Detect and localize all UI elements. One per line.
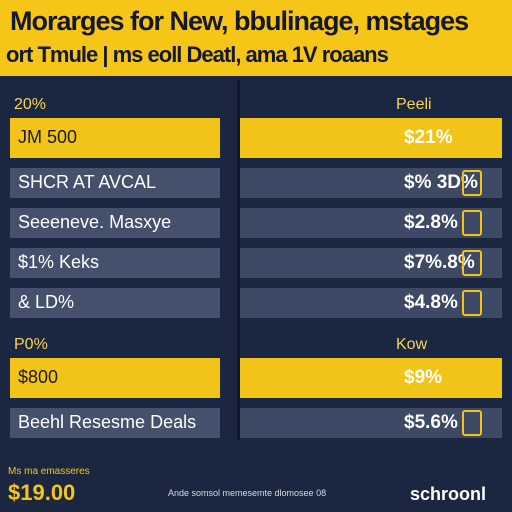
row-bar-left [10, 208, 220, 238]
row-icon [462, 125, 482, 151]
footer-note: Ms ma emasseres [8, 466, 90, 477]
subtitle: ort Tmule | ms eoll Deatl, ama 1V roaans [6, 42, 389, 67]
section-left: P0% [14, 336, 48, 353]
divider [237, 80, 240, 440]
row-value: $9% [404, 367, 443, 388]
row-label: SHCR AT AVCAL [18, 172, 157, 192]
row-bar-right [240, 358, 502, 398]
row-value: $2.8% [404, 212, 458, 233]
row-icon [462, 250, 482, 276]
row-label: JM 500 [18, 127, 78, 147]
row-bar-right [240, 288, 502, 318]
row-bar-left [10, 358, 220, 398]
row-value: $5.6% [404, 412, 458, 433]
row-bar-right [240, 208, 502, 238]
footer-text: Ande somsol memesemte dlomosee 08 [168, 488, 327, 498]
section-left: 20% [14, 96, 47, 113]
title: Morarges for New, bbulinage, mstages [10, 6, 469, 36]
footer-brand: schroonl [410, 484, 487, 504]
footer-price: $19.00 [8, 480, 76, 505]
row-icon [462, 290, 482, 316]
header-band [0, 0, 512, 76]
row-bar-left [10, 168, 220, 198]
row-icon [462, 210, 482, 236]
row-bar-left [10, 248, 220, 278]
row-bar-right [240, 118, 502, 158]
section-right: Peeli [396, 96, 432, 113]
row-value: $7%.8% [404, 252, 475, 273]
row-bar-left [10, 118, 220, 158]
row-label: Seeeneve. Masxye [18, 212, 172, 232]
row-bar-right [240, 248, 502, 278]
row-value: $% 3D% [404, 172, 478, 193]
row-bar-left [10, 408, 220, 438]
row-label: $800 [18, 367, 59, 387]
row-icon [462, 410, 482, 436]
row-icon [462, 170, 482, 196]
row-label: Beehl Resesme Deals [18, 412, 197, 432]
row-bar-right [240, 408, 502, 438]
row-icon [462, 365, 482, 391]
row-label: $1% Keks [18, 252, 100, 272]
row-value: $4.8% [404, 292, 458, 313]
section-right: Kow [396, 336, 428, 353]
row-value: $21% [404, 127, 453, 148]
row-bar-left [10, 288, 220, 318]
row-bar-right [240, 168, 502, 198]
row-label: & LD% [18, 292, 75, 312]
